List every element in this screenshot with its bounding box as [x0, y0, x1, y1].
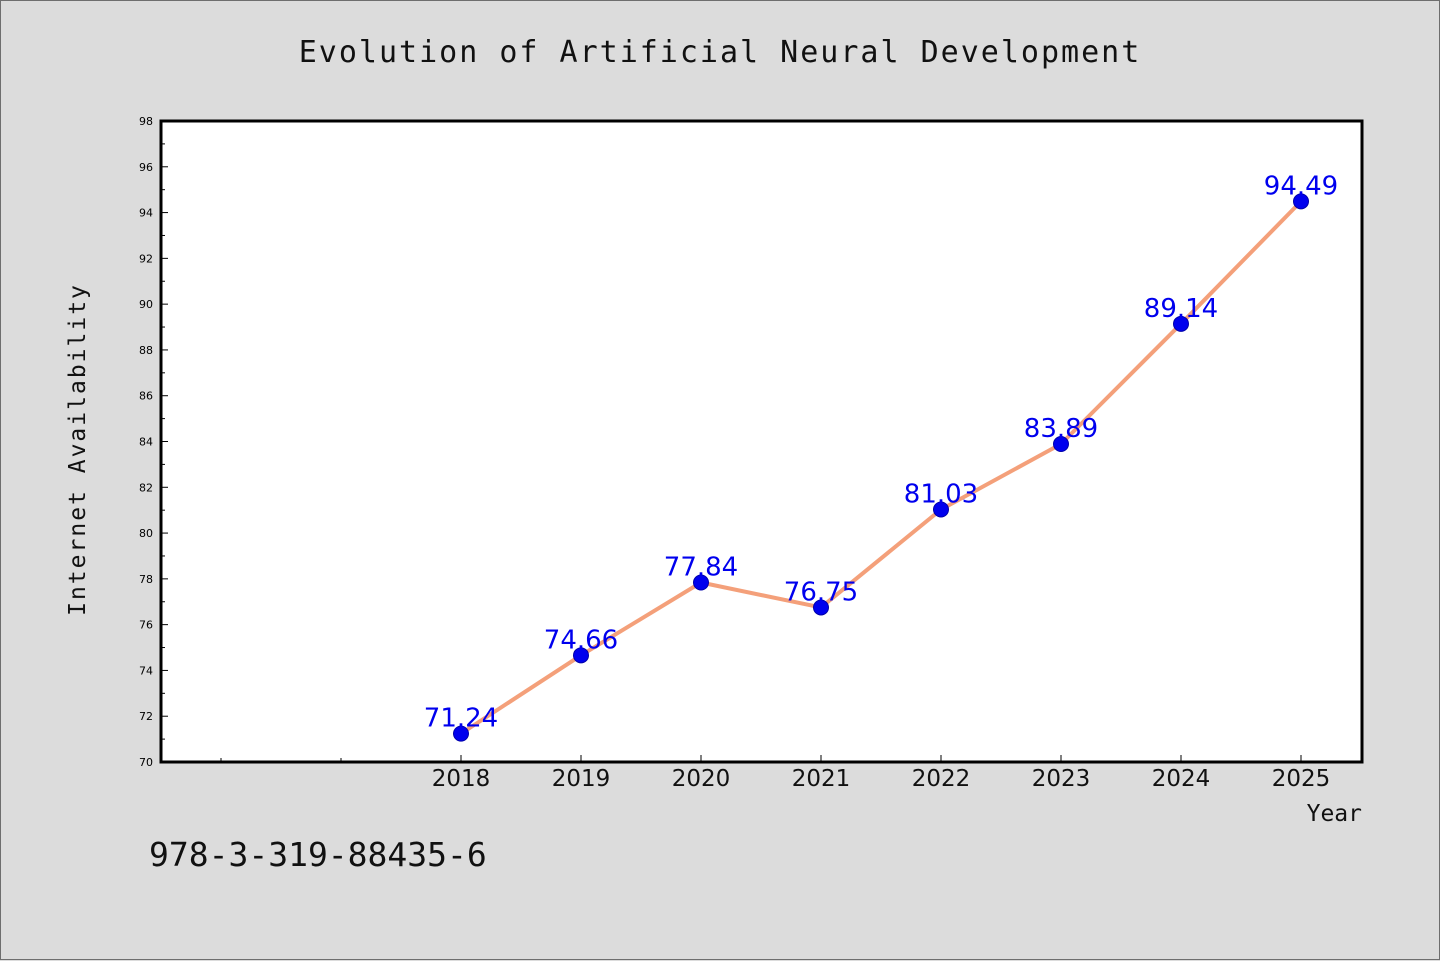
- data-point: [1053, 436, 1069, 453]
- x-tick-label: 2024: [1152, 766, 1211, 792]
- x-tick-label: 2019: [552, 766, 611, 792]
- data-label: 83.89: [1024, 414, 1098, 444]
- y-tick-label: 80: [139, 527, 153, 540]
- data-point: [813, 599, 829, 616]
- plot-area: [159, 119, 1364, 764]
- data-label: 89.14: [1144, 294, 1218, 324]
- y-tick-label: 72: [139, 710, 153, 723]
- data-point: [693, 574, 709, 591]
- y-tick-label: 88: [139, 344, 153, 357]
- y-tick-label: 96: [139, 161, 153, 174]
- y-tick-label: 90: [139, 298, 153, 311]
- series-line: [459, 199, 1303, 736]
- y-tick-label: 78: [139, 573, 153, 586]
- y-tick-label: 82: [139, 481, 153, 494]
- x-axis: 2018 2019 2020 2021 2022 2023 2024 2025: [220, 755, 1331, 792]
- y-tick-label: 86: [139, 390, 153, 403]
- x-tick-label: 2020: [672, 766, 731, 792]
- y-tick-label: 94: [139, 207, 153, 220]
- data-label: 77.84: [664, 553, 738, 583]
- x-axis-label: Year: [1307, 801, 1362, 827]
- x-tick-label: 2021: [792, 766, 851, 792]
- y-axis: 70 72 74 76 78 80 82 84 86 88 90 92 94 96 98: [139, 115, 168, 769]
- y-tick-label: 76: [139, 619, 153, 632]
- data-label: 74.66: [544, 625, 618, 655]
- y-tick-label: 84: [139, 436, 153, 449]
- data-point: [1173, 315, 1189, 332]
- data-label: 94.49: [1264, 171, 1338, 201]
- y-tick-label: 98: [139, 115, 153, 128]
- y-tick-label: 92: [139, 252, 153, 265]
- data-point: [453, 725, 469, 742]
- x-tick-label: 2022: [912, 766, 971, 792]
- data-label: 71.24: [424, 704, 498, 734]
- series: 71.24 74.66 77.84 76.75 81.03 83.89 89.14 94.49: [424, 171, 1338, 742]
- y-tick-label: 74: [139, 664, 153, 677]
- footer-code: 978-3-319-88435-6: [149, 835, 487, 874]
- data-label: 81.03: [904, 479, 978, 509]
- data-label: 76.75: [784, 577, 858, 607]
- data-point: [1293, 193, 1309, 210]
- data-point: [573, 647, 589, 664]
- chart-title: Evolution of Artificial Neural Developme…: [298, 35, 1142, 70]
- data-point: [933, 501, 949, 518]
- x-tick-label: 2023: [1032, 766, 1091, 792]
- x-tick-label: 2018: [432, 766, 491, 792]
- y-axis-label: Internet Availability: [65, 283, 91, 616]
- x-tick-label: 2025: [1272, 766, 1331, 792]
- y-tick-label: 70: [139, 756, 153, 769]
